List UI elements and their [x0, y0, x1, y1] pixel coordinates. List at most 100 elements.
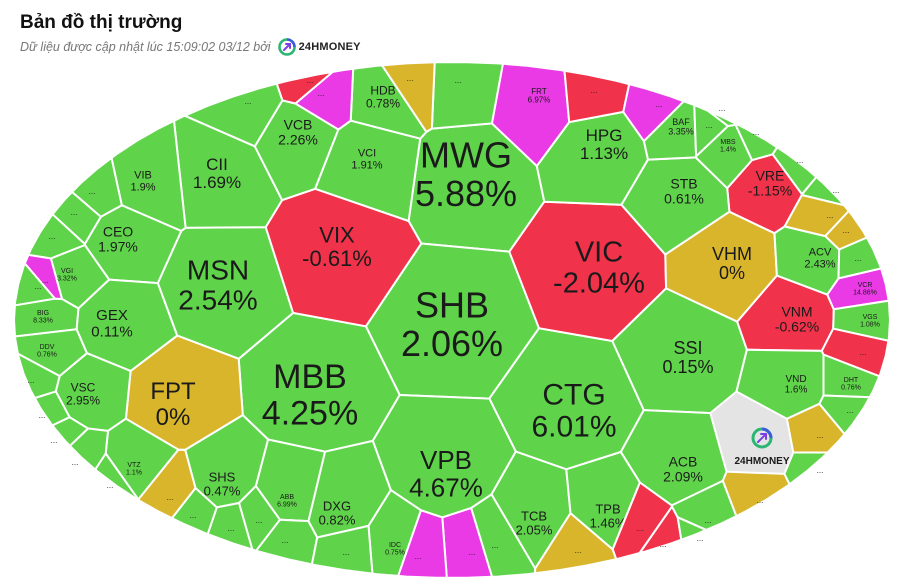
tile-more-label: ... [343, 548, 350, 557]
tile-more[interactable]: ... [380, 61, 436, 134]
tile-more[interactable]: ... [771, 146, 818, 196]
tile-more-label: ... [706, 121, 713, 130]
tile-symbol: MBS [720, 139, 736, 146]
tile-symbol: CTG [542, 378, 605, 411]
tile-symbol: VIC [575, 237, 623, 269]
tile-symbol: VCB [284, 116, 313, 132]
tile-more[interactable]: ... [670, 479, 738, 531]
tile-more-label: ... [817, 431, 824, 440]
watermark-cell: 24HMONEY [709, 390, 795, 475]
tile-symbol: TPB [595, 501, 620, 516]
tile-symbol: HPG [586, 126, 623, 145]
tile-vic[interactable]: VIC-2.04% [508, 200, 668, 343]
brand-link[interactable]: 24HMONEY [277, 38, 361, 56]
tile-more[interactable]: ... [430, 61, 505, 130]
tile-more[interactable]: ... [13, 261, 57, 307]
tile-symbol: ACB [669, 453, 698, 469]
tile-symbol: SHB [415, 285, 489, 326]
tile-change: 6.99% [277, 502, 297, 509]
tile-more[interactable]: ... [818, 394, 872, 436]
tile-more-label: ... [656, 100, 663, 109]
tile-change: 0.78% [366, 96, 400, 110]
tile-more[interactable]: ... [396, 509, 448, 579]
tile-more-label: ... [492, 541, 499, 550]
tile-change: 3.35% [668, 127, 694, 137]
tile-change: 2.06% [401, 323, 503, 364]
tile-more-label: ... [637, 524, 644, 533]
tile-more-label: ... [843, 226, 850, 235]
tile-change: 1.46% [590, 515, 627, 530]
tile-more-label: ... [42, 276, 49, 285]
tile-change: 0.47% [204, 483, 241, 498]
tile-more-label: ... [817, 466, 824, 475]
tile-symbol: VCR [858, 282, 873, 289]
tile-more[interactable]: ... [182, 82, 284, 148]
tile-symbol: CEO [103, 223, 133, 239]
tile-more[interactable]: ... [622, 82, 686, 143]
tile-more[interactable]: ... [707, 104, 738, 128]
tile-more-label: ... [167, 493, 174, 502]
tile-more-label: ... [89, 187, 96, 196]
tile-symbol: VCI [358, 148, 376, 160]
tile-symbol: VNM [781, 303, 812, 319]
tile-shape [93, 451, 140, 502]
tile-change: 1.1% [126, 470, 142, 477]
tile-shape [110, 119, 187, 233]
tile-more[interactable]: ... [676, 515, 709, 543]
tile-more[interactable]: ... [16, 351, 61, 400]
tile-change: 1.4% [720, 147, 736, 154]
tile-more[interactable]: ... [837, 236, 883, 280]
tile-shape [182, 82, 284, 148]
tile-more[interactable]: ... [27, 212, 86, 260]
brand-logo-icon [277, 38, 296, 56]
tile-shape [783, 193, 851, 238]
tile-more[interactable]: ... [820, 327, 890, 378]
tile-change: 6.01% [531, 411, 616, 444]
tile-change: -0.61% [302, 246, 372, 271]
update-text: Dữ liệu được cập nhật lúc 15:09:02 03/12… [20, 40, 271, 54]
tile-more-label: ... [697, 534, 704, 543]
tile-shape [16, 351, 61, 400]
tile-symbol: IDC [389, 542, 401, 549]
tile-more[interactable]: ... [783, 193, 851, 238]
tile-more[interactable]: ... [470, 492, 537, 578]
tile-more-label: ... [660, 540, 667, 549]
tile-change: -2.04% [553, 268, 645, 300]
tile-more[interactable]: ... [93, 451, 140, 502]
tile-more-label: ... [318, 89, 325, 98]
tile-more[interactable]: ... [310, 524, 374, 575]
tile-more[interactable]: ... [170, 486, 218, 536]
tile-symbol: MWG [420, 135, 512, 176]
tile-symbol: VIX [319, 222, 355, 247]
tile-more[interactable]: ... [137, 448, 197, 520]
tile-change: 2.43% [804, 258, 835, 270]
tile-symbol: BAF [672, 117, 690, 127]
tile-symbol: VHM [712, 244, 752, 264]
tile-more-label: ... [415, 552, 422, 561]
tile-shape [470, 492, 537, 578]
tile-change: -1.15% [748, 182, 792, 198]
tile-change: 0.75% [385, 550, 405, 557]
tile-symbol: MBB [273, 358, 347, 396]
tile-more-label: ... [455, 76, 462, 85]
tile-more[interactable]: ... [533, 511, 618, 575]
tile-more-label: ... [72, 458, 79, 467]
tile-change: 2.26% [278, 131, 318, 147]
tile-more-label: ... [591, 86, 598, 95]
tile-change: 1.9% [130, 181, 155, 193]
tile-more-label: ... [469, 548, 476, 557]
brand-logo-icon [751, 427, 773, 449]
